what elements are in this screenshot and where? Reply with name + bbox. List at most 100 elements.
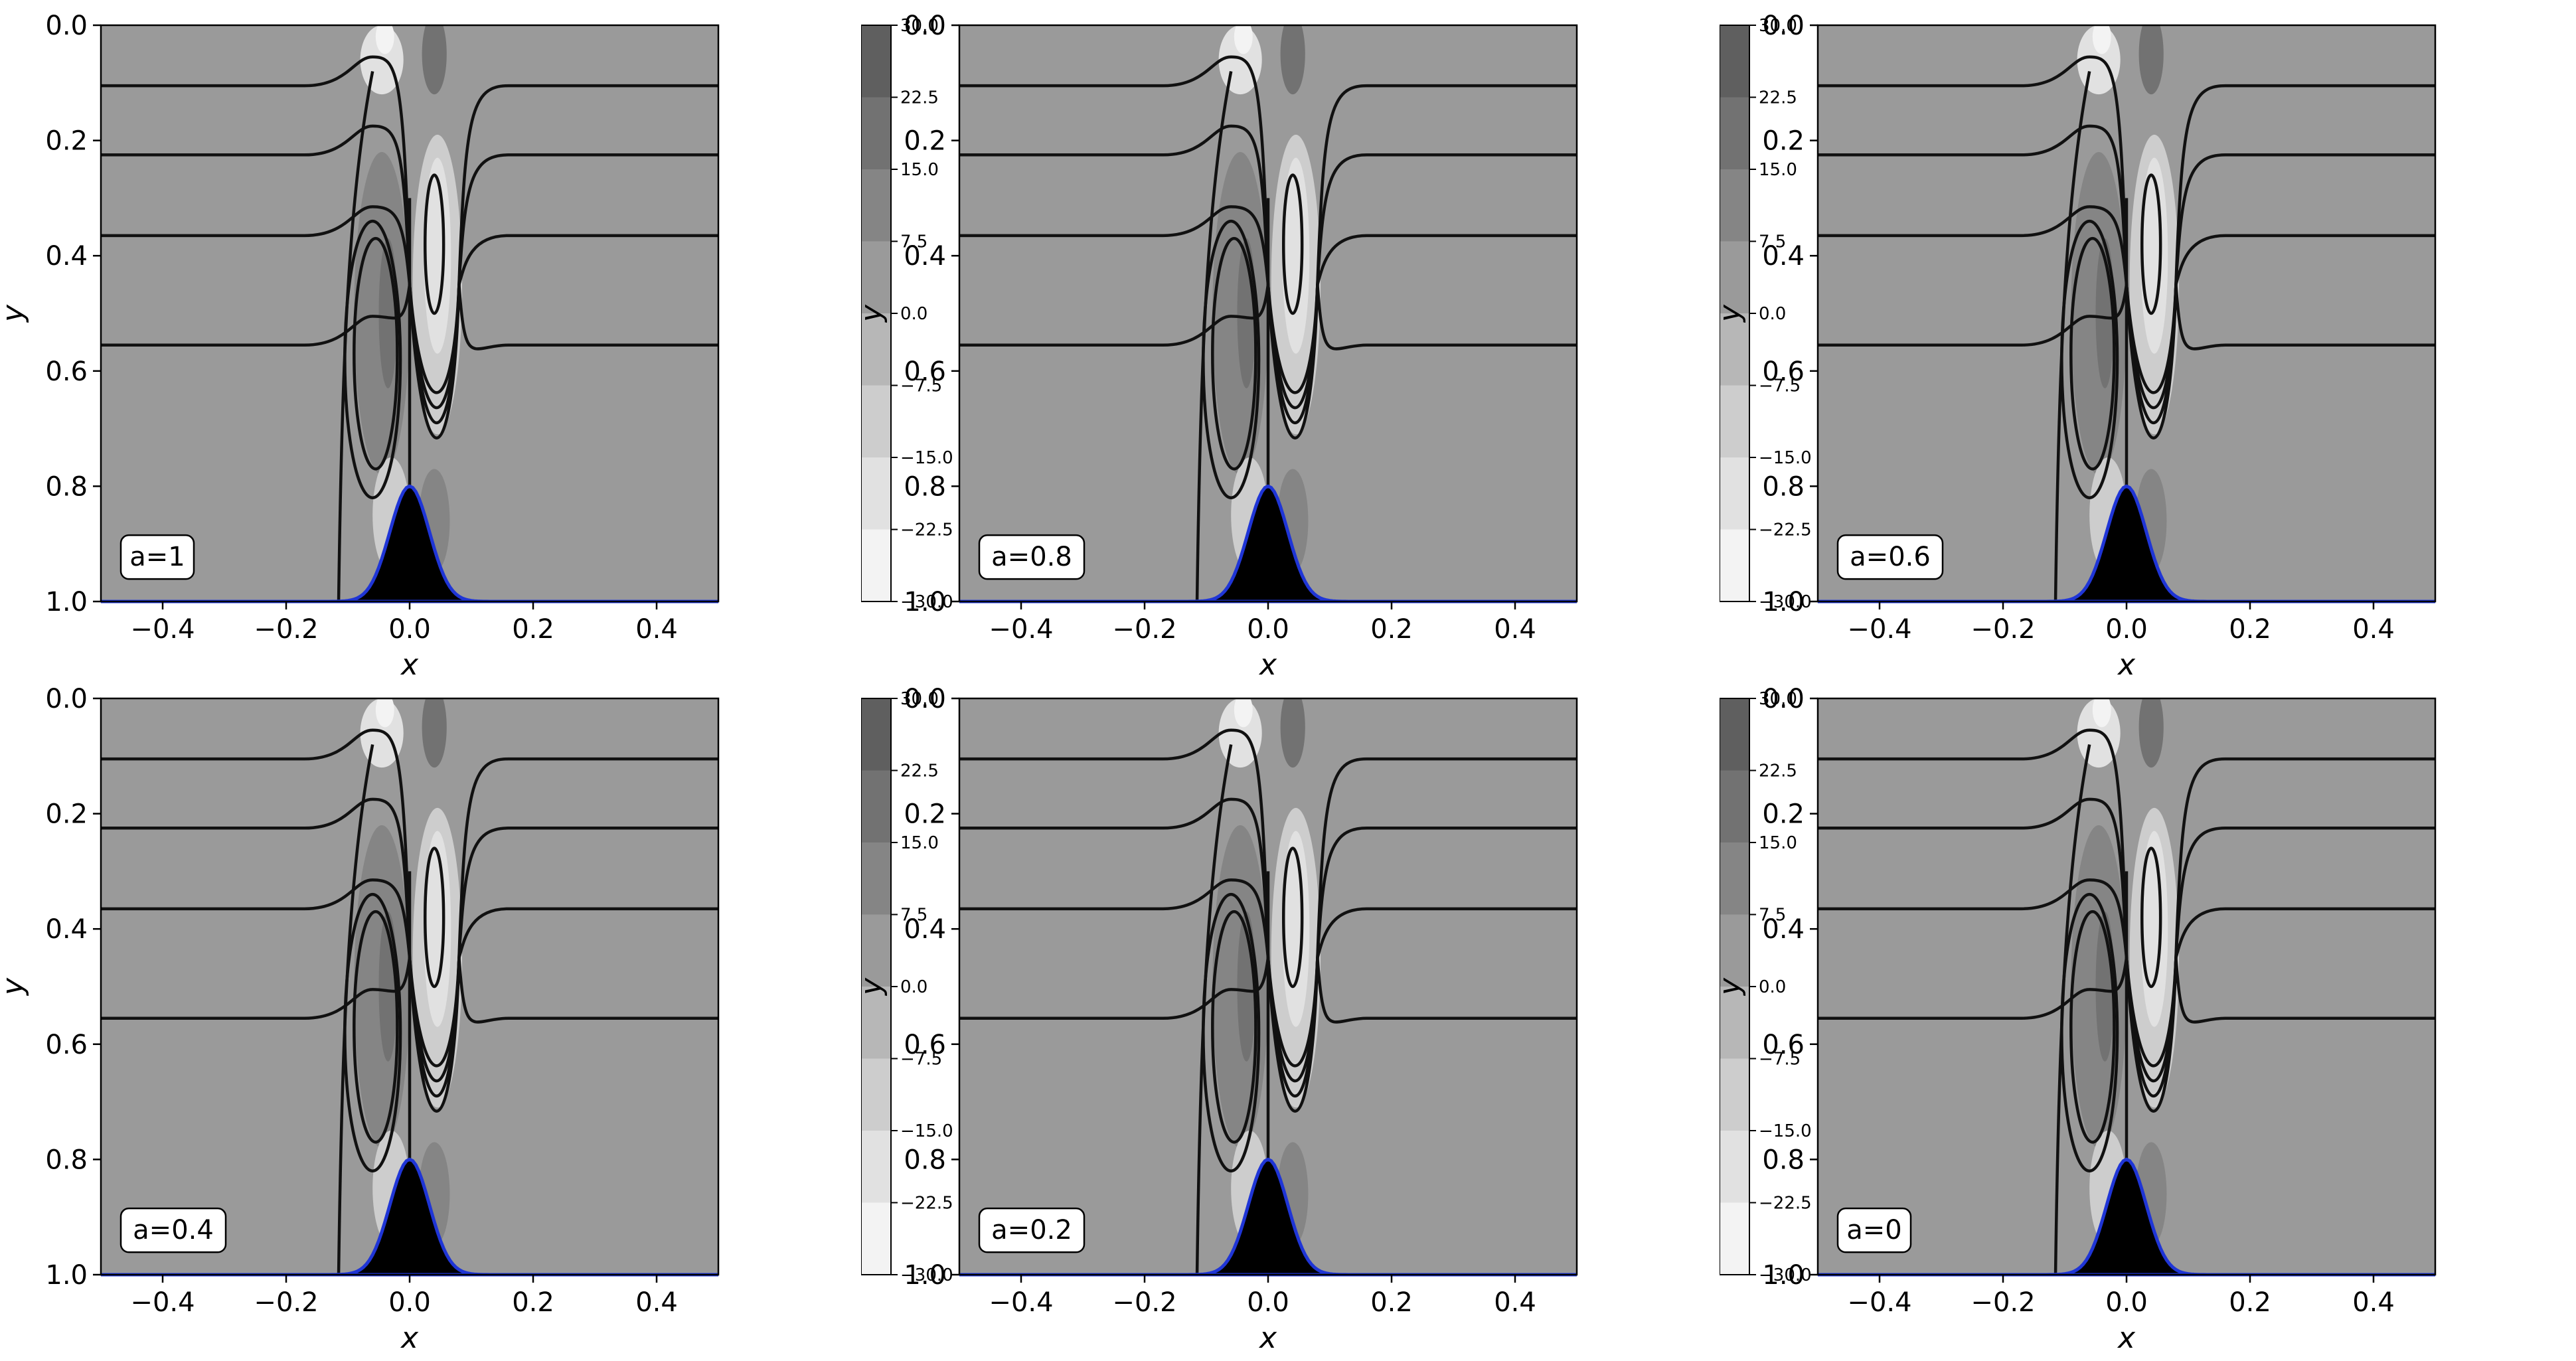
x-axis-label: x xyxy=(2117,648,2136,682)
colorbar-tick-label: 22.5 xyxy=(1759,88,1797,108)
streamlines xyxy=(101,55,718,601)
contour-panel: −0.4−0.20.00.20.4x0.00.20.40.60.81.0ya=0… xyxy=(1,684,720,1355)
panel-label: a=0.8 xyxy=(978,534,1086,580)
colorbar-tick-label: 30.0 xyxy=(1759,16,1797,36)
contour-panel: −0.4−0.20.00.20.4x0.00.20.40.60.81.0ya=1 xyxy=(1,11,720,682)
colorbar: 30.0 22.5 15.0 7.5 0.0 −7.5 −15.0 −22.5 −30.0 xyxy=(861,689,953,1285)
colorbar-level xyxy=(1720,457,1749,530)
y-tick-label: 0.0 xyxy=(45,11,88,41)
colorbar-tick-label: 22.5 xyxy=(900,88,939,108)
panel-label-text: a=1 xyxy=(129,542,185,572)
streamlines xyxy=(1818,55,2435,601)
y-axis-label: y xyxy=(1718,304,1747,323)
colorbar-level xyxy=(861,529,891,601)
colorbar-level xyxy=(1720,914,1749,987)
x-tick-label: 0.0 xyxy=(2105,1287,2148,1318)
colorbar-tick-label: −15.0 xyxy=(1759,448,1812,468)
y-tick-label: 0.2 xyxy=(45,126,88,157)
streamline xyxy=(2053,71,2091,601)
colorbar-tick-label: −22.5 xyxy=(900,1194,953,1214)
y-tick-label: 0.6 xyxy=(904,357,946,387)
colorbar-level xyxy=(1720,97,1749,169)
y-axis-label: y xyxy=(860,977,888,997)
colorbar-level xyxy=(1720,385,1749,457)
colorbar-level xyxy=(861,241,891,313)
x-tick-label: −0.2 xyxy=(1112,1287,1176,1318)
x-tick-label: −0.2 xyxy=(254,614,318,645)
contour-panel: −0.4−0.20.00.20.4x0.00.20.40.60.81.0ya=0… xyxy=(860,11,1578,682)
contour-band xyxy=(2092,698,2111,728)
y-tick-label: 0.4 xyxy=(45,241,88,272)
colorbar-level xyxy=(1720,698,1749,771)
y-tick-label: 1.0 xyxy=(1762,587,1805,617)
contour-band xyxy=(375,698,394,728)
colorbar-tick-label: 15.0 xyxy=(1759,833,1797,853)
y-tick-label: 1.0 xyxy=(904,1260,946,1291)
plot-area: −0.4−0.20.00.20.4x0.00.20.40.60.81.0ya=1 xyxy=(1,11,720,682)
y-tick-label: 0.0 xyxy=(45,684,88,714)
streamline-loop xyxy=(1211,236,1257,471)
colorbar-level xyxy=(861,914,891,987)
contour-panel: −0.4−0.20.00.20.4x0.00.20.40.60.81.0ya=0… xyxy=(860,684,1578,1355)
panel-label: a=0 xyxy=(1836,1207,1912,1253)
colorbar-tick-label: −7.5 xyxy=(1759,1050,1801,1070)
y-tick-label: 0.8 xyxy=(1762,1145,1805,1175)
panel-label-box xyxy=(978,1207,1086,1253)
panel-label-box xyxy=(120,534,195,580)
y-tick-label: 0.2 xyxy=(45,799,88,830)
colorbar-level xyxy=(1720,25,1749,98)
colorbar-tick-label: −30.0 xyxy=(900,592,953,612)
plot-area: −0.4−0.20.00.20.4x0.00.20.40.60.81.0ya=0… xyxy=(1718,11,2437,682)
streamline xyxy=(1195,71,1233,601)
streamline xyxy=(2053,744,2091,1275)
y-tick-label: 0.0 xyxy=(1762,684,1805,714)
streamline xyxy=(1818,957,2435,1113)
x-tick-label: 0.0 xyxy=(1247,1287,1289,1318)
colorbar: 30.0 22.5 15.0 7.5 0.0 −7.5 −15.0 −22.5 −30.0 xyxy=(861,16,953,612)
colorbar-tick-label: −7.5 xyxy=(900,376,942,396)
streamline-loop xyxy=(2069,910,2116,1144)
x-tick-label: 0.0 xyxy=(388,1287,431,1318)
x-tick-label: 0.4 xyxy=(635,1287,678,1318)
streamlines xyxy=(1818,728,2435,1275)
x-tick-label: 0.4 xyxy=(2352,614,2395,645)
colorbar-tick-label: −15.0 xyxy=(1759,1121,1812,1141)
x-tick-label: −0.2 xyxy=(1112,614,1176,645)
y-tick-label: 0.0 xyxy=(1762,11,1805,41)
panel-label-box xyxy=(1836,534,1944,580)
colorbar-tick-label: 30.0 xyxy=(1759,689,1797,709)
x-tick-label: −0.4 xyxy=(989,614,1053,645)
colorbar-tick-label: −22.5 xyxy=(1759,520,1812,540)
x-tick-label: 0.2 xyxy=(512,1287,554,1318)
streamlines xyxy=(101,728,718,1275)
colorbar-level xyxy=(1720,987,1749,1059)
colorbar-level xyxy=(1720,1058,1749,1131)
x-axis-label: x xyxy=(1258,648,1277,682)
x-tick-label: 0.4 xyxy=(2352,1287,2395,1318)
streamline-loop xyxy=(1211,910,1257,1144)
streamline xyxy=(959,284,1577,440)
y-tick-label: 0.4 xyxy=(1762,914,1805,945)
y-tick-label: 0.8 xyxy=(45,1145,88,1175)
x-tick-label: 0.4 xyxy=(635,614,678,645)
colorbar-tick-label: −22.5 xyxy=(900,520,953,540)
y-tick-label: 0.2 xyxy=(904,799,946,830)
colorbar-tick-label: 15.0 xyxy=(1759,160,1797,180)
colorbar-tick-label: 7.5 xyxy=(1759,232,1786,252)
colorbar-tick-label: −15.0 xyxy=(900,448,953,468)
y-tick-label: 1.0 xyxy=(904,587,946,617)
streamline-loop xyxy=(2140,173,2162,315)
x-tick-label: −0.4 xyxy=(130,614,195,645)
streamline xyxy=(1818,284,2435,440)
x-tick-label: 0.4 xyxy=(1494,614,1536,645)
colorbar-level xyxy=(861,1131,891,1203)
plot-area: −0.4−0.20.00.20.4x0.00.20.40.60.81.0ya=0… xyxy=(860,11,1578,682)
y-tick-label: 0.6 xyxy=(1762,1030,1805,1060)
contour-panel: −0.4−0.20.00.20.4x0.00.20.40.60.81.0ya=0… xyxy=(1718,11,2437,682)
colorbar-body: 30.0 22.5 15.0 7.5 0.0 −7.5 −15.0 −22.5 −30.0 xyxy=(1720,16,1812,612)
y-tick-label: 0.2 xyxy=(1762,799,1805,830)
panel-label-text: a=0.6 xyxy=(1850,542,1931,572)
colorbar-tick-label: 7.5 xyxy=(1759,906,1786,925)
plot-area: −0.4−0.20.00.20.4x0.00.20.40.60.81.0ya=0 xyxy=(1718,684,2437,1355)
